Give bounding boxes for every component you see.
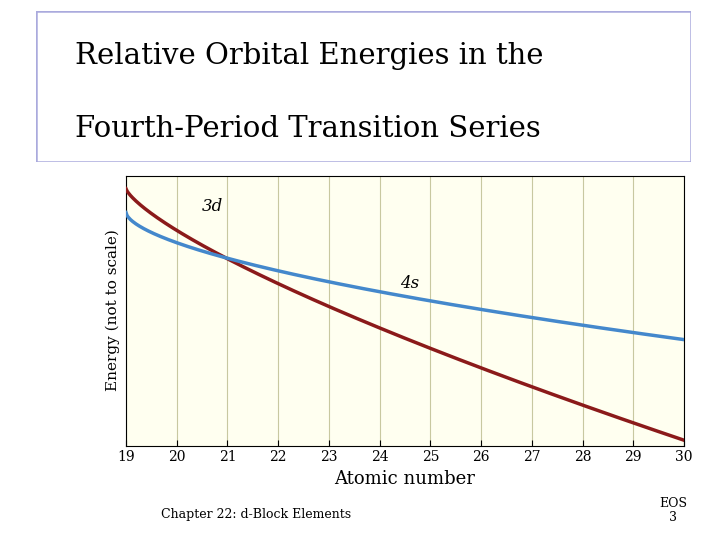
FancyBboxPatch shape <box>36 11 691 162</box>
Y-axis label: Energy (not to scale): Energy (not to scale) <box>106 230 120 392</box>
Text: EOS: EOS <box>660 497 687 510</box>
Text: Chapter 22: d-Block Elements: Chapter 22: d-Block Elements <box>161 508 351 521</box>
Text: Relative Orbital Energies in the: Relative Orbital Energies in the <box>76 42 544 70</box>
Text: 3: 3 <box>669 511 678 524</box>
Text: Fourth-Period Transition Series: Fourth-Period Transition Series <box>76 114 541 143</box>
X-axis label: Atomic number: Atomic number <box>335 470 475 488</box>
Text: 3d: 3d <box>202 198 223 215</box>
Text: 4s: 4s <box>400 275 419 292</box>
